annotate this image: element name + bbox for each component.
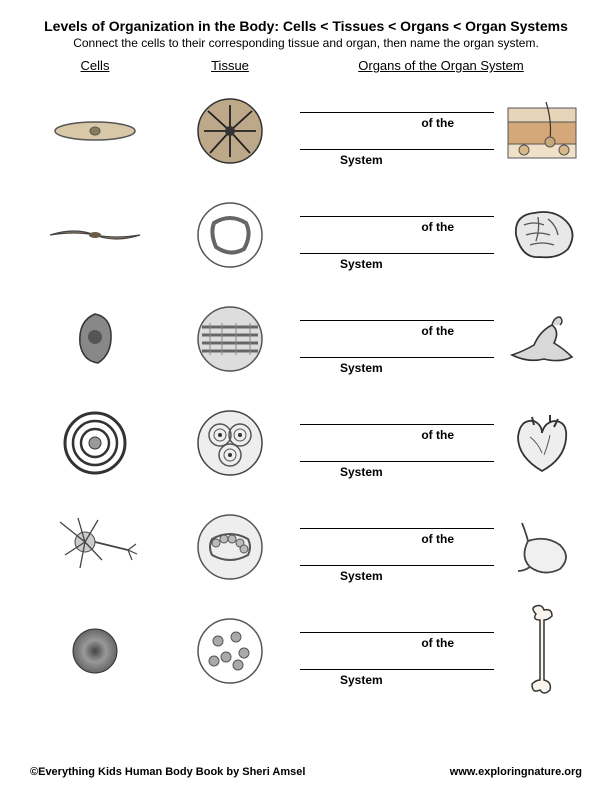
stomach-organ-icon [502,515,582,579]
page-subtitle: Connect the cells to their corresponding… [30,36,582,50]
epithelial-cell-icon [30,408,160,478]
muscle-arm-organ-icon [502,307,582,371]
system-label: System [300,673,494,687]
nervous-tissue-icon [160,97,300,165]
column-headers: Cells Tissue Organs of the Organ System [30,58,582,73]
system-label: System [300,465,494,479]
organ-fill-block: of the System [300,604,582,698]
worksheet-row: of the System [30,391,582,495]
organ-fill-block: of the System [300,511,582,583]
blank-line[interactable] [300,236,494,254]
smooth-muscle-cell-icon [30,111,160,151]
bone-organ-icon [502,604,582,698]
worksheet-row: of the System [30,495,582,599]
blank-line[interactable] [300,95,494,113]
skin-organ-icon [502,100,582,162]
of-the-label: of the [300,324,494,338]
footer: ©Everything Kids Human Body Book by Sher… [30,766,582,778]
organ-fill-block: of the System [300,199,582,271]
blank-line[interactable] [300,652,494,670]
header-cells: Cells [30,58,160,73]
footer-copyright: ©Everything Kids Human Body Book by Sher… [30,766,305,778]
blood-tissue-icon [160,617,300,685]
blank-line[interactable] [300,199,494,217]
heart-organ-icon [502,409,582,477]
smooth-muscle-tissue-icon [160,513,300,581]
of-the-label: of the [300,636,494,650]
blank-line[interactable] [300,548,494,566]
bone-cell-icon [30,309,160,369]
spindle-cell-icon [30,221,160,249]
blank-line[interactable] [300,340,494,358]
of-the-label: of the [300,532,494,546]
system-label: System [300,569,494,583]
bone-tissue-icon [160,409,300,477]
brain-organ-icon [502,205,582,265]
of-the-label: of the [300,220,494,234]
of-the-label: of the [300,116,494,130]
blank-line[interactable] [300,132,494,150]
blank-line[interactable] [300,303,494,321]
worksheet-row: of the System [30,599,582,703]
worksheet-row: of the System [30,183,582,287]
blank-line[interactable] [300,407,494,425]
header-tissue: Tissue [160,58,300,73]
muscle-tissue-icon [160,305,300,373]
organ-fill-block: of the System [300,407,582,479]
worksheet-row: of the System [30,79,582,183]
of-the-label: of the [300,428,494,442]
organ-fill-block: of the System [300,95,582,167]
page-title: Levels of Organization in the Body: Cell… [30,18,582,34]
system-label: System [300,153,494,167]
footer-url: www.exploringnature.org [450,766,582,778]
system-label: System [300,257,494,271]
blank-line[interactable] [300,615,494,633]
neuron-cell-icon [30,510,160,585]
blank-line[interactable] [300,444,494,462]
blank-line[interactable] [300,511,494,529]
blood-cell-icon [30,624,160,679]
organ-fill-block: of the System [300,303,582,375]
header-organs: Organs of the Organ System [300,58,582,73]
worksheet-rows: of the System of the System of the [30,79,582,703]
epithelial-tissue-icon [160,201,300,269]
system-label: System [300,361,494,375]
worksheet-row: of the System [30,287,582,391]
